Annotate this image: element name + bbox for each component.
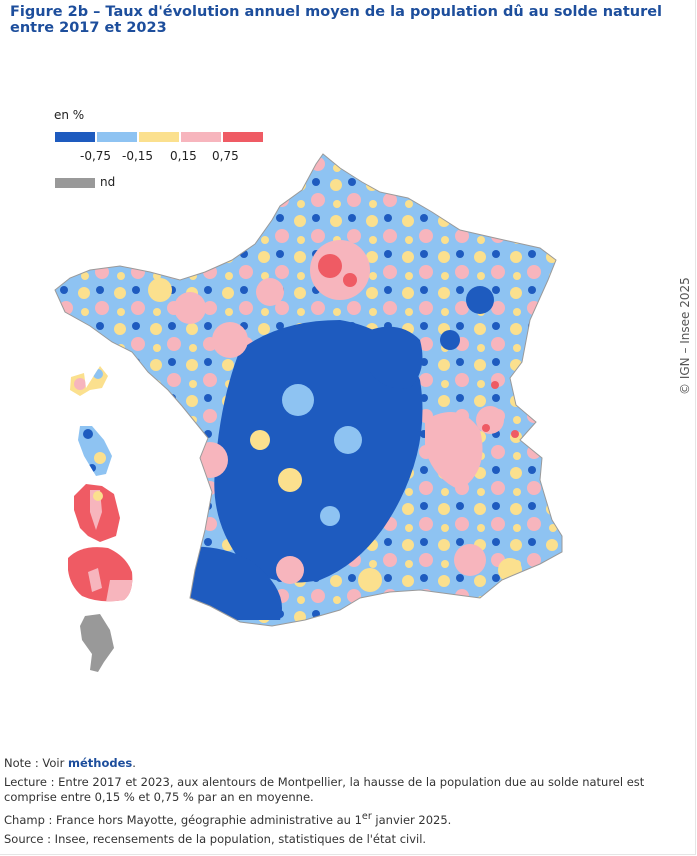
legend-swatch-5 [223,132,263,142]
legend-tick-3: 0,15 [170,149,197,163]
note-suffix: . [132,756,136,770]
guadeloupe [70,366,108,396]
choropleth-map [54,153,600,700]
legend-swatch-1 [55,132,95,142]
legend-tick-4: 0,75 [212,149,239,163]
guyane [74,484,120,542]
legend-swatch-2 [97,132,137,142]
methodes-link[interactable]: méthodes [68,756,133,770]
legend-swatch-3 [139,132,179,142]
champ-sup: er [361,811,372,822]
martinique [78,426,112,476]
corsica [595,590,600,700]
legend-swatch-4 [181,132,221,142]
note-prefix: Note : Voir [4,756,68,770]
note-line: Note : Voir méthodes. [4,756,684,771]
legend-nd-label: nd [100,175,116,189]
champ-suffix: janvier 2025. [371,812,452,827]
champ-prefix: Champ : France hors Mayotte, géographie … [4,812,362,827]
legend-tick-1: -0,75 [80,149,112,163]
legend-nd-swatch [55,178,95,188]
notes-block: Note : Voir méthodes. Lecture : Entre 20… [4,756,684,851]
figure-title: Figure 2b – Taux d'évolution annuel moye… [10,4,663,36]
legend-unit: en % [54,108,85,122]
reunion [68,547,133,602]
champ-line: Champ : France hors Mayotte, géographie … [4,809,684,828]
copyright-credit: © IGN – Insee 2025 [678,277,692,395]
legend-tick-2: -0,15 [122,149,154,163]
lecture-line: Lecture : Entre 2017 et 2023, aux alento… [4,775,645,804]
source-line: Source : Insee, recensements de la popul… [4,831,427,846]
mayotte [80,614,114,672]
